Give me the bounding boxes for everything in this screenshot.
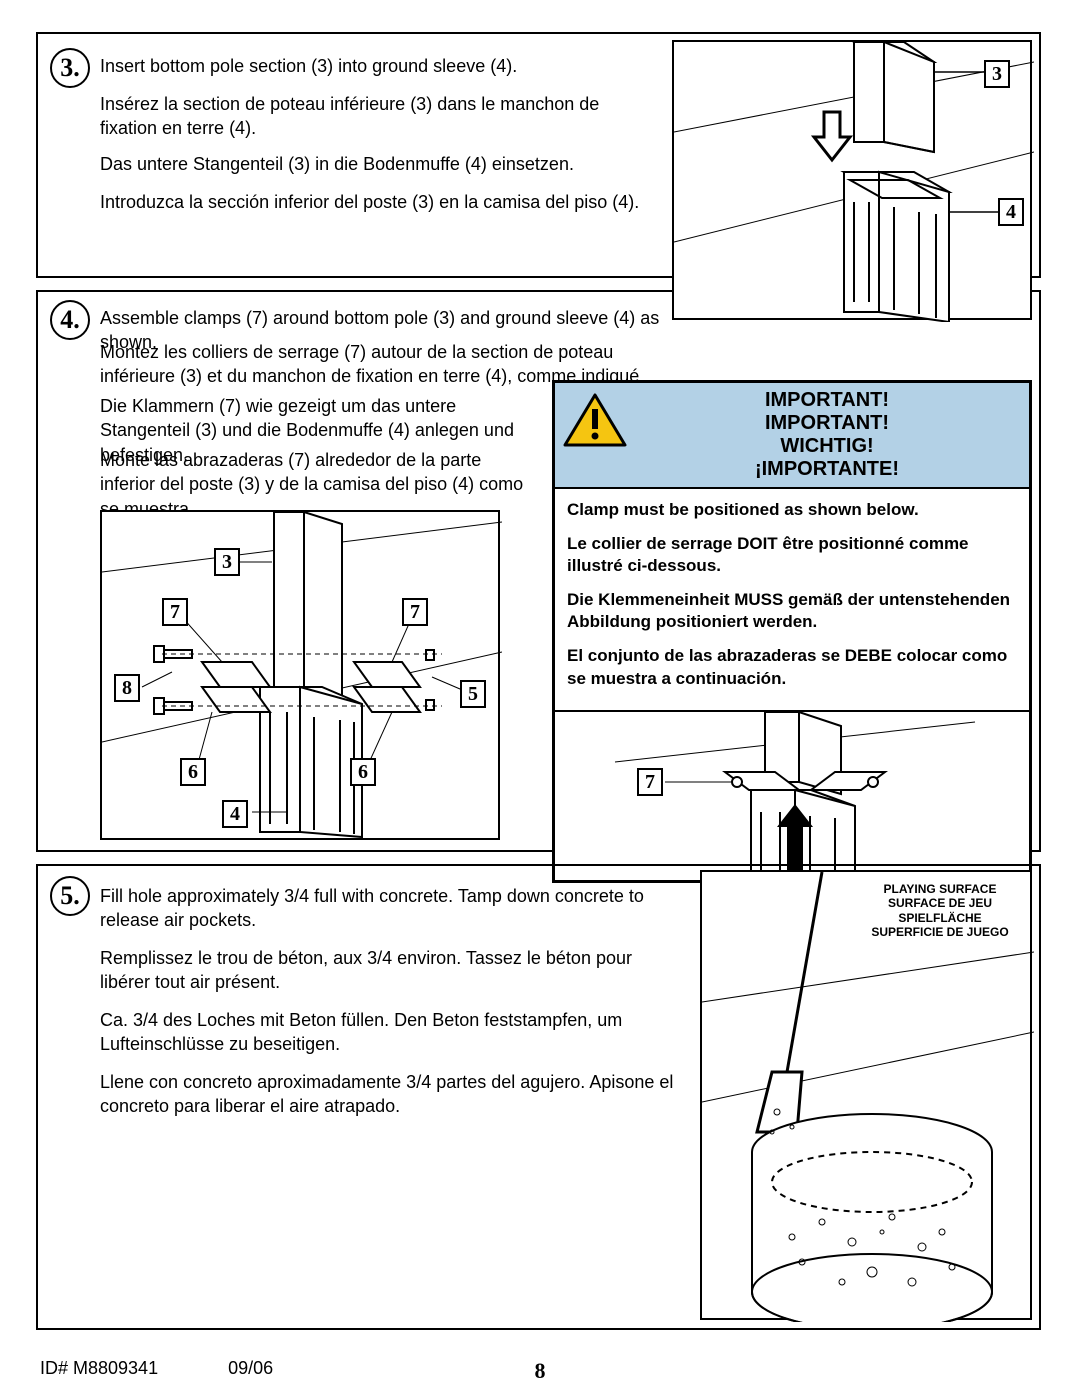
- step5-es: Llene con concreto aproximadamente 3/4 p…: [100, 1070, 680, 1119]
- footer-id: ID# M8809341: [40, 1358, 158, 1379]
- important-figure: 7: [555, 710, 1029, 880]
- figure-step3: 3 4: [672, 40, 1032, 320]
- important-box: IMPORTANT! IMPORTANT! WICHTIG! ¡IMPORTAN…: [552, 380, 1032, 883]
- callout4-3: 3: [214, 548, 240, 576]
- step-5-number: 5.: [50, 876, 90, 916]
- ps-l4: SUPERFICIE DE JUEGO: [860, 925, 1020, 939]
- callout-important-7: 7: [637, 768, 663, 796]
- warning-icon: [563, 393, 627, 449]
- callout4-6a: 6: [180, 758, 206, 786]
- footer-page: 8: [535, 1358, 546, 1384]
- step-3-number: 3.: [50, 48, 90, 88]
- important-en: Clamp must be positioned as shown below.: [567, 499, 1017, 521]
- step3-es: Introduzca la sección inferior del poste…: [100, 190, 660, 214]
- playing-surface-label: PLAYING SURFACE SURFACE DE JEU SPIELFLÄC…: [860, 882, 1020, 940]
- step5-de: Ca. 3/4 des Loches mit Beton füllen. Den…: [100, 1008, 680, 1057]
- important-t2: IMPORTANT!: [635, 412, 1019, 435]
- important-title: IMPORTANT! IMPORTANT! WICHTIG! ¡IMPORTAN…: [635, 389, 1019, 481]
- figure-step5: PLAYING SURFACE SURFACE DE JEU SPIELFLÄC…: [700, 870, 1032, 1320]
- callout4-7b: 7: [402, 598, 428, 626]
- callout4-7a: 7: [162, 598, 188, 626]
- ps-l2: SURFACE DE JEU: [860, 896, 1020, 910]
- page: 3. Insert bottom pole section (3) into g…: [0, 0, 1080, 1397]
- callout4-4: 4: [222, 800, 248, 828]
- step3-fr: Insérez la section de poteau inférieure …: [100, 92, 640, 141]
- important-diagram: [555, 712, 1031, 882]
- step3-diagram: [674, 42, 1034, 322]
- footer: ID# M8809341 09/06 8: [40, 1358, 1040, 1379]
- important-body: Clamp must be positioned as shown below.…: [555, 489, 1029, 710]
- step-4-number: 4.: [50, 300, 90, 340]
- callout4-8: 8: [114, 674, 140, 702]
- callout4-6b: 6: [350, 758, 376, 786]
- callout-4: 4: [998, 198, 1024, 226]
- step4-diagram: [102, 512, 502, 842]
- ps-l3: SPIELFLÄCHE: [860, 911, 1020, 925]
- step5-en: Fill hole approximately 3/4 full with co…: [100, 884, 680, 933]
- important-fr: Le collier de serrage DOIT être position…: [567, 533, 1017, 577]
- step3-de: Das untere Stangenteil (3) in die Bodenm…: [100, 152, 640, 176]
- ps-l1: PLAYING SURFACE: [860, 882, 1020, 896]
- step3-en: Insert bottom pole section (3) into grou…: [100, 54, 620, 78]
- callout-3: 3: [984, 60, 1010, 88]
- important-t4: ¡IMPORTANTE!: [635, 458, 1019, 481]
- important-de: Die Klemmeneinheit MUSS gemäß der untens…: [567, 589, 1017, 633]
- figure-step4: 3 7 7 8 5 6 6 4: [100, 510, 500, 840]
- important-t3: WICHTIG!: [635, 435, 1019, 458]
- important-es: El conjunto de las abrazaderas se DEBE c…: [567, 645, 1017, 689]
- callout4-5: 5: [460, 680, 486, 708]
- step5-fr: Remplissez le trou de béton, aux 3/4 env…: [100, 946, 680, 995]
- important-t1: IMPORTANT!: [635, 389, 1019, 412]
- footer-date: 09/06: [228, 1358, 273, 1379]
- important-header: IMPORTANT! IMPORTANT! WICHTIG! ¡IMPORTAN…: [555, 383, 1029, 489]
